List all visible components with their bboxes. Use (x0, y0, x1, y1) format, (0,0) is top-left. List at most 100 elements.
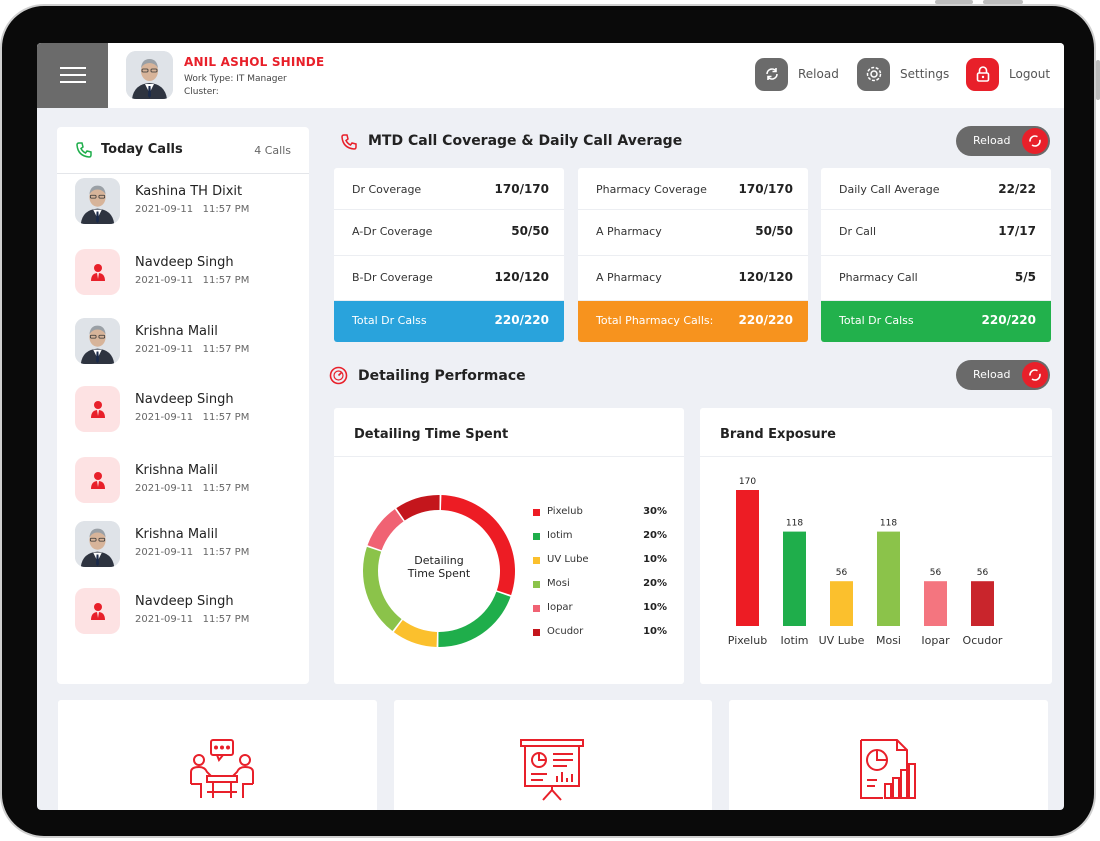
call-list-item[interactable]: Krishna Malil 2021-09-11 11:57 PM (75, 457, 295, 507)
call-list-item[interactable]: Kashina TH Dixit 2021-09-11 11:57 PM (75, 178, 295, 228)
phone-icon (76, 142, 92, 158)
bar-category-label: Mosi (876, 634, 901, 647)
mtd-reload-button[interactable]: Reload (956, 126, 1050, 156)
call-list-item[interactable]: Navdeep Singh 2021-09-11 11:57 PM (75, 588, 295, 638)
coverage-card: Daily Call Average 22/22 Dr Call 17/17 Pharm… (821, 168, 1051, 342)
coverage-label: A Pharmacy (596, 225, 662, 238)
coverage-value: 22/22 (998, 182, 1036, 196)
phone-icon (341, 134, 357, 150)
donut-slice-ocudor[interactable] (396, 495, 440, 521)
coverage-total-row: Total Dr Calss 220/220 (821, 301, 1051, 342)
legend-percent: 20% (643, 578, 667, 589)
contact-name: Kashina TH Dixit (135, 184, 243, 199)
bar-iotim[interactable] (783, 531, 806, 626)
call-list-item[interactable]: Krishna Malil 2021-09-11 11:57 PM (75, 521, 295, 571)
donut-slice-pixelub[interactable] (440, 495, 515, 596)
coverage-value: 170/170 (738, 182, 793, 196)
coverage-row: B-Dr Coverage 120/120 (334, 256, 564, 301)
legend-label: Iopar (547, 602, 573, 613)
call-datetime: 2021-09-11 11:57 PM (135, 204, 250, 215)
user-icon (75, 386, 120, 432)
bar-mosi[interactable] (877, 531, 900, 626)
contact-avatar (75, 521, 120, 567)
coverage-value: 170/170 (494, 182, 549, 196)
legend-percent: 30% (643, 506, 667, 517)
report-card[interactable] (729, 700, 1048, 810)
bar-category-label: UV Lube (819, 634, 865, 647)
donut-slice-iotim[interactable] (438, 591, 511, 647)
call-datetime: 2021-09-11 11:57 PM (135, 275, 250, 286)
tablet-frame: ANIL ASHOL SHINDE Work Type: IT Manager … (0, 4, 1096, 838)
legend-swatch (533, 557, 540, 564)
legend-percent: 10% (643, 626, 667, 637)
legend-item: Iopar 10% (533, 602, 673, 616)
user-cluster: Cluster: (184, 87, 219, 97)
coverage-label: B-Dr Coverage (352, 271, 433, 284)
header-settings-button[interactable]: Settings (857, 57, 949, 91)
meeting-card[interactable] (58, 700, 377, 810)
user-name: ANIL ASHOL SHINDE (184, 55, 325, 69)
coverage-value: 120/120 (494, 270, 549, 284)
bar-pixelub[interactable] (736, 490, 759, 626)
call-list-item[interactable]: Navdeep Singh 2021-09-11 11:57 PM (75, 249, 295, 299)
coverage-total-row: Total Pharmacy Calls: 220/220 (578, 301, 808, 342)
bar-category-label: Iotim (780, 634, 808, 647)
hardware-button (935, 0, 973, 4)
detailing-section-title: Detailing Performace (358, 368, 526, 384)
today-calls-panel: Today Calls 4 Calls Kashina TH Dixit 2021… (57, 127, 309, 684)
bar-value-label: 56 (977, 568, 989, 578)
menu-button[interactable] (37, 43, 108, 108)
top-header: ANIL ASHOL SHINDE Work Type: IT Manager … (37, 43, 1064, 108)
coverage-label: Pharmacy Coverage (596, 183, 707, 196)
call-list-item[interactable]: Navdeep Singh 2021-09-11 11:57 PM (75, 386, 295, 436)
reload-icon (1022, 362, 1048, 388)
coverage-card: Pharmacy Coverage 170/170 A Pharmacy 50/50 A… (578, 168, 808, 342)
coverage-row: A Pharmacy 50/50 (578, 210, 808, 256)
call-list-item[interactable]: Krishna Malil 2021-09-11 11:57 PM (75, 318, 295, 368)
legend-item: Mosi 20% (533, 578, 673, 592)
coverage-total-label: Total Pharmacy Calls: (596, 314, 714, 327)
coverage-total-row: Total Dr Calss 220/220 (334, 301, 564, 342)
user-icon (75, 249, 120, 295)
donut-slice-iopar[interactable] (367, 509, 404, 551)
bar-uv-lube[interactable] (830, 581, 853, 626)
bar-iopar[interactable] (924, 581, 947, 626)
today-calls-count: 4 Calls (254, 144, 291, 157)
legend-swatch (533, 629, 540, 636)
call-datetime: 2021-09-11 11:57 PM (135, 344, 250, 355)
detailing-reload-button[interactable]: Reload (956, 360, 1050, 390)
donut-slice-mosi[interactable] (363, 546, 402, 632)
coverage-card: Dr Coverage 170/170 A-Dr Coverage 50/50 B-Dr… (334, 168, 564, 342)
app-screen: ANIL ASHOL SHINDE Work Type: IT Manager … (37, 43, 1064, 810)
call-datetime: 2021-09-11 11:57 PM (135, 547, 250, 558)
hardware-button (983, 0, 1023, 4)
bar-ocudor[interactable] (971, 581, 994, 626)
call-datetime: 2021-09-11 11:57 PM (135, 614, 250, 625)
donut-center-label-2: Time Spent (407, 567, 471, 580)
mtd-reload-label: Reload (973, 134, 1011, 147)
legend-label: Ocudor (547, 626, 584, 637)
legend-label: Mosi (547, 578, 570, 589)
donut-slice-uv-lube[interactable] (393, 620, 438, 647)
brand-exposure-title: Brand Exposure (720, 427, 836, 442)
header-reload-button[interactable]: Reload (755, 57, 839, 91)
contact-name: Krishna Malil (135, 527, 218, 542)
contact-name: Krishna Malil (135, 324, 218, 339)
legend-label: Iotim (547, 530, 573, 541)
coverage-row: A-Dr Coverage 50/50 (334, 210, 564, 256)
call-datetime: 2021-09-11 11:57 PM (135, 483, 250, 494)
legend-swatch (533, 605, 540, 612)
legend-percent: 10% (643, 554, 667, 565)
legend-label: UV Lube (547, 554, 589, 565)
presentation-card[interactable] (394, 700, 712, 810)
user-work-type: Work Type: IT Manager (184, 74, 287, 84)
header-logout-button[interactable]: Logout (966, 57, 1050, 91)
contact-name: Krishna Malil (135, 463, 218, 478)
contact-name: Navdeep Singh (135, 255, 234, 270)
user-icon (75, 457, 120, 503)
contact-avatar (75, 178, 120, 224)
legend-label: Pixelub (547, 506, 583, 517)
coverage-row: Dr Coverage 170/170 (334, 168, 564, 210)
coverage-value: 120/120 (738, 270, 793, 284)
legend-percent: 10% (643, 602, 667, 613)
